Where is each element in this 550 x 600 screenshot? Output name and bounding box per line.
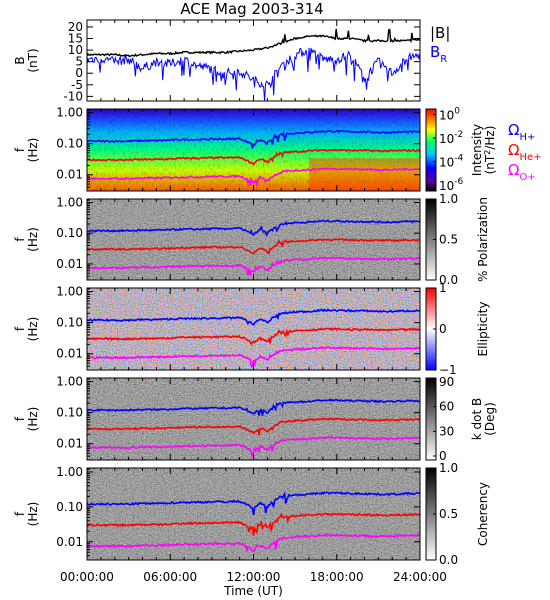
colorbar-label-kdotb: k dot B(Deg) xyxy=(470,398,497,440)
y-tick-label: 0.10 xyxy=(56,137,83,151)
colorbar-tick-label: 100 xyxy=(439,107,460,123)
ellipticity-texture xyxy=(87,288,420,370)
y-tick-label: 10 xyxy=(68,43,83,57)
intensity-hot-region xyxy=(309,158,419,191)
x-axis-label: Time (UT) xyxy=(223,584,283,598)
colorbar-tick-label: 10-2 xyxy=(439,130,463,146)
gyro-line-Oplus xyxy=(86,167,421,186)
colorbar-kdotb xyxy=(425,377,437,461)
y-tick-label: 0.10 xyxy=(56,316,83,330)
y-axis-label: f(Hz) xyxy=(13,138,40,163)
colorbar-tick-label: 0.0 xyxy=(439,553,458,567)
y-axis-label: f(Hz) xyxy=(13,407,40,432)
panel-polarization: 1.0 0.5 0.0 % Polarization 1.00 0.10 0.01 f(Hz) xyxy=(13,192,490,287)
colorbar-tick-label: 1.0 xyxy=(439,461,458,475)
y-axis-label: f(Hz) xyxy=(13,227,40,252)
colorbar-tick-label: 0.5 xyxy=(439,233,458,247)
colorbar-tick-label: 1.0 xyxy=(439,192,458,206)
y-tick-label: 15 xyxy=(68,32,83,46)
legend-omega-o: ΩO+ xyxy=(508,161,536,183)
x-tick-label: 00:00:00 xyxy=(60,570,114,584)
y-tick-label: 20 xyxy=(68,20,83,34)
plot-frame xyxy=(86,19,421,102)
panel-kdotb: 90 60 30 0 k dot B(Deg) 1.00 0.10 0.01 f(Hz) xyxy=(13,375,497,463)
gyro-line-Oplus xyxy=(86,256,421,276)
spectrogram-intensity xyxy=(87,109,420,191)
legend-btotal: |B| xyxy=(430,24,450,42)
colorbar-label-coherency: Coherency xyxy=(476,482,490,546)
colorbar-tick-label: 0.0 xyxy=(439,273,458,287)
y-tick-label: 0.10 xyxy=(56,406,83,420)
gyro-line-Hplus xyxy=(86,490,421,516)
y-tick-label: 0.01 xyxy=(56,257,83,271)
y-tick-label: 0.01 xyxy=(56,535,83,549)
x-tick-label: 18:00:00 xyxy=(310,570,364,584)
gyro-line-Oplus xyxy=(86,346,420,368)
y-tick-label: 1.00 xyxy=(56,106,83,120)
y-tick-label: 1.00 xyxy=(56,285,83,299)
colorbar-tick-label: 1 xyxy=(439,281,447,295)
colorbar-tick-label: 30 xyxy=(439,424,454,438)
gyro-line-Heplus xyxy=(86,148,421,167)
colorbar-tick-label: 10-6 xyxy=(439,177,464,193)
y-tick-label: 0 xyxy=(75,66,83,80)
colorbar-tick-label: −1 xyxy=(439,363,457,377)
y-tick-label: -10 xyxy=(63,89,83,103)
series-line-btotal xyxy=(86,28,421,58)
legend-omega-h: ΩH+ xyxy=(508,121,535,143)
panel-coherency: 1.0 0.5 0.0 Coherency 1.00 0.10 0.01 f(Hz) xyxy=(13,461,490,567)
gyro-line-Hplus xyxy=(86,398,421,416)
colorbar-intensity xyxy=(425,108,437,192)
y-tick-label: 0.10 xyxy=(56,500,83,514)
y-tick-label: 1.00 xyxy=(56,465,83,479)
series-line-br xyxy=(86,47,421,102)
y-tick-label: 5 xyxy=(75,55,83,69)
gyro-line-Hplus xyxy=(86,308,421,327)
chart-title: ACE Mag 2003-314 xyxy=(180,0,323,18)
gyro-line-Heplus xyxy=(86,512,421,536)
y-axis-label: f(Hz) xyxy=(13,502,40,527)
y-tick-label: 0.01 xyxy=(56,437,83,451)
spectrogram-ellipticity xyxy=(87,288,420,370)
gyro-line-Heplus xyxy=(86,327,420,346)
colorbar-tick-label: 10-4 xyxy=(439,153,464,169)
x-tick-label: 24:00:00 xyxy=(393,570,447,584)
y-tick-label: 0.01 xyxy=(56,347,83,361)
panel-ellipticity: 1 0 −1 Ellipticity 1.00 0.10 0.01 f(Hz) xyxy=(13,281,490,377)
gyro-line-Heplus xyxy=(86,417,421,436)
y-axis-label: f(Hz) xyxy=(13,317,40,342)
gyro-line-Hplus xyxy=(86,219,421,238)
y-tick-label: 0.01 xyxy=(56,168,83,182)
y-axis-label: B(nT) xyxy=(13,48,40,72)
panel-intensity: 100 10-2 10-4 10-6 Intensity(nT2/Hz) ΩH+ΩHe+Ω… xyxy=(13,106,542,193)
y-tick-label: 1.00 xyxy=(56,375,83,389)
colorbar-label-ellipticity: Ellipticity xyxy=(476,302,490,357)
colorbar-label-polarization: % Polarization xyxy=(476,197,490,282)
colorbar-tick-label: 60 xyxy=(439,400,454,414)
gyro-line-Oplus xyxy=(86,436,421,458)
legend-omega-he: ΩHe+ xyxy=(508,141,542,163)
y-tick-label: -5 xyxy=(71,78,83,92)
gyro-line-Oplus xyxy=(86,533,421,553)
colorbar-label-intensity: Intensity(nT2/Hz) xyxy=(470,124,497,176)
colorbar-tick-label: 90 xyxy=(439,375,454,389)
y-tick-label: 0.10 xyxy=(56,226,83,240)
colorbar-tick-label: 0.5 xyxy=(439,507,458,521)
legend-br: BR xyxy=(430,43,447,65)
colorbar-tick-label: 0 xyxy=(439,449,447,463)
panels-layer: |B|BR20151050-5-10B(nT)10010-210-410-6In… xyxy=(13,19,542,598)
x-tick-label: 06:00:00 xyxy=(143,570,197,584)
y-tick-label: 1.00 xyxy=(56,196,83,210)
gyro-line-Heplus xyxy=(86,238,421,255)
colorbar-tick-label: 0 xyxy=(439,322,447,336)
gyro-line-Hplus xyxy=(86,129,421,149)
x-tick-label: 12:00:00 xyxy=(227,570,281,584)
